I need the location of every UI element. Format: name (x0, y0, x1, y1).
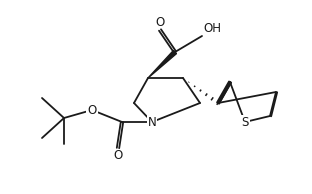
Text: O: O (87, 104, 97, 117)
Text: OH: OH (203, 22, 221, 35)
Polygon shape (148, 50, 177, 78)
Text: N: N (148, 115, 156, 128)
Text: S: S (241, 115, 249, 128)
Text: O: O (155, 16, 165, 29)
Text: O: O (113, 149, 123, 162)
